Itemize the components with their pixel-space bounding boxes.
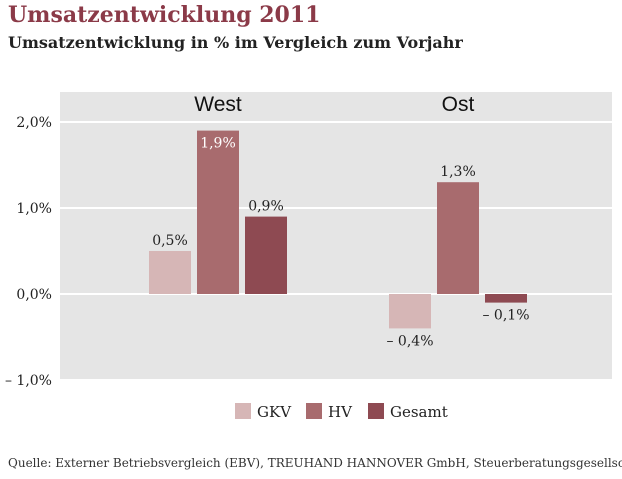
y-tick-label: 1,0% (16, 201, 52, 217)
legend-label: HV (328, 403, 353, 421)
bar-gkv-ost (389, 294, 431, 329)
data-label: 1,9% (200, 136, 236, 152)
legend-swatch (235, 403, 251, 419)
legend-label: GKV (257, 403, 292, 421)
y-tick-label: 2,0% (16, 115, 52, 131)
data-label: – 0,1% (482, 308, 529, 324)
bar-hv-west (197, 130, 239, 294)
data-label: 1,3% (440, 164, 476, 180)
y-tick-label: 0,0% (16, 287, 52, 303)
bar-gesamt-ost (485, 294, 527, 303)
data-label: 0,9% (248, 199, 284, 215)
category-label: Ost (442, 93, 475, 116)
bar-gesamt-west (245, 216, 287, 294)
data-label: 0,5% (152, 233, 188, 249)
bar-chart: 2,0% 1,0% 0,0% – 1,0% West Ost 0,5% – 0,4% 1,9% 1… (5, 92, 612, 421)
chart-title: Umsatzentwicklung 2011 (8, 2, 321, 28)
legend-label: Gesamt (390, 403, 448, 421)
category-label: West (194, 93, 242, 116)
chart-subtitle: Umsatzentwicklung in % im Vergleich zum … (8, 33, 463, 52)
legend-swatch (306, 403, 322, 419)
plot-area (60, 92, 612, 380)
y-tick-label: – 1,0% (5, 373, 52, 389)
legend-swatch (368, 403, 384, 419)
source-note: Quelle: Externer Betriebsvergleich (EBV)… (8, 456, 622, 470)
bar-hv-ost (437, 182, 479, 294)
bar-gkv-west (149, 251, 191, 294)
data-label: – 0,4% (386, 333, 433, 349)
